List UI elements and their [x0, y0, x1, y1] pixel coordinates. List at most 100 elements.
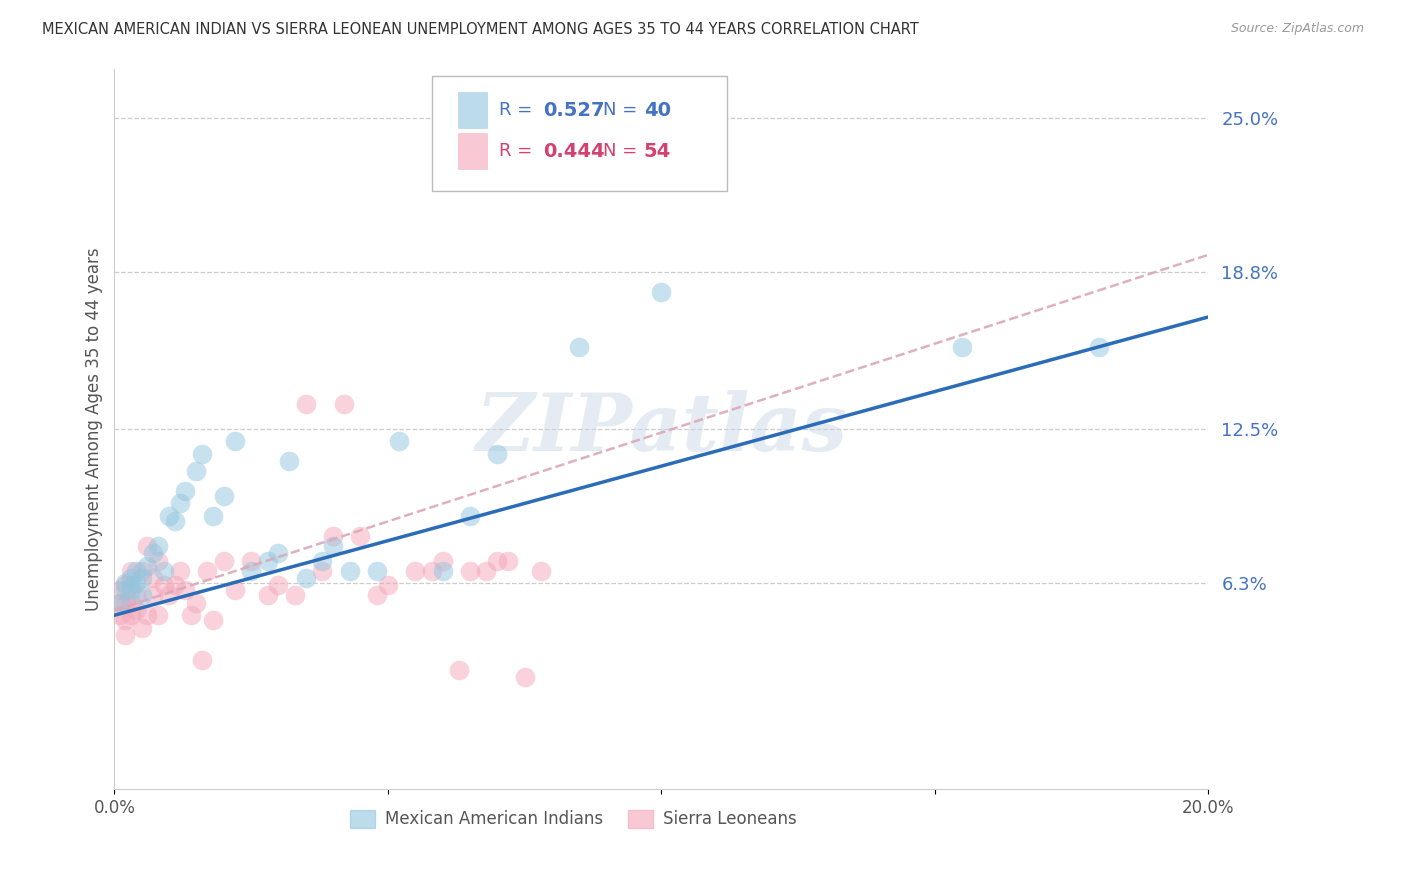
Text: N =: N = — [603, 102, 644, 120]
Point — [131, 621, 153, 635]
Point — [388, 434, 411, 449]
Point — [530, 564, 553, 578]
Point — [146, 539, 169, 553]
Point — [458, 564, 481, 578]
Point — [224, 434, 246, 449]
Point — [240, 553, 263, 567]
Text: R =: R = — [499, 143, 538, 161]
Point — [212, 553, 235, 567]
Point — [1087, 340, 1109, 354]
Point — [486, 447, 509, 461]
Text: N =: N = — [603, 143, 644, 161]
FancyBboxPatch shape — [432, 76, 727, 191]
Point — [131, 588, 153, 602]
Point — [201, 613, 224, 627]
Point — [120, 571, 142, 585]
Point — [191, 447, 214, 461]
Point — [142, 571, 165, 585]
Point — [152, 578, 174, 592]
Point — [513, 670, 536, 684]
Point — [174, 483, 197, 498]
Point — [125, 588, 148, 602]
Point — [125, 564, 148, 578]
Point — [108, 596, 131, 610]
Point — [108, 596, 131, 610]
Point — [114, 596, 136, 610]
Point — [256, 553, 278, 567]
Text: Source: ZipAtlas.com: Source: ZipAtlas.com — [1230, 22, 1364, 36]
Point — [267, 546, 290, 560]
Point — [267, 578, 290, 592]
Point — [404, 564, 426, 578]
Point — [142, 546, 165, 560]
Point — [650, 285, 672, 300]
Point — [157, 588, 180, 602]
Point — [136, 558, 159, 573]
Point — [475, 564, 498, 578]
Text: R =: R = — [499, 102, 538, 120]
Point — [157, 508, 180, 523]
Point — [311, 564, 333, 578]
Text: 54: 54 — [644, 142, 671, 161]
Point — [169, 564, 191, 578]
Point — [950, 340, 973, 354]
Point — [125, 603, 148, 617]
Point — [284, 588, 307, 602]
Point — [163, 514, 186, 528]
Point — [486, 553, 509, 567]
Text: 40: 40 — [644, 101, 671, 120]
Point — [458, 508, 481, 523]
Point — [114, 576, 136, 591]
Point — [120, 583, 142, 598]
Point — [120, 578, 142, 592]
Point — [136, 608, 159, 623]
Point — [152, 564, 174, 578]
Point — [377, 578, 399, 592]
Point — [278, 454, 301, 468]
Point — [146, 608, 169, 623]
Point — [174, 583, 197, 598]
Point — [256, 588, 278, 602]
Point — [224, 583, 246, 598]
Point — [146, 553, 169, 567]
Point — [191, 653, 214, 667]
FancyBboxPatch shape — [458, 134, 488, 169]
Legend: Mexican American Indians, Sierra Leoneans: Mexican American Indians, Sierra Leonean… — [343, 803, 804, 835]
Text: ZIPatlas: ZIPatlas — [475, 390, 848, 467]
Point — [366, 564, 388, 578]
Point — [366, 588, 388, 602]
Point — [432, 553, 454, 567]
Point — [322, 529, 344, 543]
Point — [322, 539, 344, 553]
Point — [169, 496, 191, 510]
Text: 0.527: 0.527 — [543, 101, 605, 120]
Point — [568, 340, 591, 354]
Point — [136, 539, 159, 553]
Point — [201, 508, 224, 523]
Point — [186, 464, 208, 478]
Point — [186, 596, 208, 610]
Point — [120, 596, 142, 610]
Point — [432, 564, 454, 578]
Point — [311, 553, 333, 567]
Point — [349, 529, 371, 543]
Point — [131, 571, 153, 585]
Point — [142, 588, 165, 602]
Point — [294, 397, 316, 411]
Point — [108, 608, 131, 623]
Point — [195, 564, 218, 578]
Point — [496, 553, 519, 567]
Point — [180, 608, 202, 623]
Point — [163, 578, 186, 592]
Point — [212, 489, 235, 503]
Point — [294, 571, 316, 585]
Point — [240, 564, 263, 578]
Point — [120, 564, 142, 578]
Point — [114, 583, 136, 598]
Point — [114, 613, 136, 627]
Point — [447, 663, 470, 677]
Y-axis label: Unemployment Among Ages 35 to 44 years: Unemployment Among Ages 35 to 44 years — [86, 247, 103, 611]
Point — [114, 628, 136, 642]
Point — [114, 578, 136, 592]
FancyBboxPatch shape — [458, 92, 488, 128]
